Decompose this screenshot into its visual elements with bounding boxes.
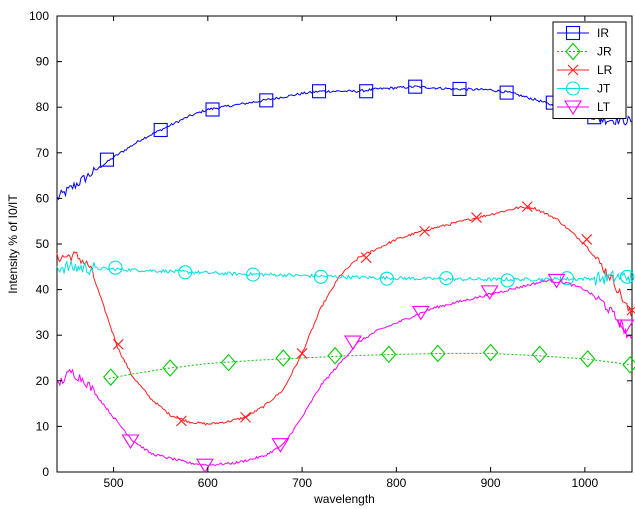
series-jt	[56, 259, 635, 288]
data-point-ir	[153, 122, 168, 138]
data-point-jt	[379, 271, 394, 286]
series-line-jt	[56, 259, 632, 286]
legend-item-jr: JR	[557, 42, 612, 61]
series-lr	[56, 201, 635, 427]
x-tick-label: 500	[104, 476, 124, 490]
data-point-lr	[581, 234, 593, 245]
data-point-lr	[176, 415, 187, 427]
y-tick-label: 80	[36, 100, 50, 114]
data-point-jr	[327, 346, 343, 365]
y-tick-label: 40	[36, 283, 50, 297]
data-point-jt	[439, 271, 454, 286]
data-point-ir	[499, 85, 514, 100]
data-point-lt	[547, 273, 566, 289]
data-point-jr	[220, 353, 237, 372]
data-point-lr	[360, 252, 372, 264]
data-point-lr	[521, 201, 533, 212]
legend-label: LR	[597, 63, 613, 77]
data-point-jt	[246, 267, 261, 282]
data-point-jr	[102, 368, 119, 386]
x-tick-label: 800	[386, 476, 406, 490]
data-point-jt	[313, 269, 328, 284]
data-point-jr	[381, 345, 397, 364]
series-line-ir	[56, 85, 632, 201]
data-point-lt	[411, 305, 430, 321]
legend-item-jt: JT	[557, 81, 611, 96]
x-tick-label: 1000	[572, 476, 599, 490]
data-point-lt	[196, 458, 214, 474]
data-point-jr	[579, 350, 596, 368]
series-line-jr	[108, 352, 633, 379]
data-point-lt	[343, 335, 362, 351]
legend-marker	[564, 100, 582, 116]
axes-layer: 500 600 700 800 900 1000 0 10 20 30 40 50 60 70 80 90 10…	[29, 9, 632, 490]
data-point-jr	[531, 345, 548, 364]
x-tick-label: 600	[198, 476, 218, 490]
data-point-ir	[205, 102, 220, 117]
data-point-lt	[480, 285, 499, 300]
legend-marker	[565, 25, 581, 41]
y-tick-label: 30	[36, 328, 50, 342]
legend-label: IR	[597, 26, 609, 40]
data-point-ir	[408, 79, 423, 94]
data-point-ir	[99, 152, 115, 167]
legend: IR JR LR JT LT	[552, 21, 627, 119]
data-point-jt	[620, 269, 635, 284]
data-point-ir	[359, 84, 374, 99]
legend-label: JR	[597, 45, 612, 59]
x-axis-label: wavelength	[313, 492, 375, 506]
y-tick-label: 90	[36, 55, 50, 69]
data-point-ir	[452, 81, 467, 97]
legend-marker	[565, 42, 581, 61]
data-point-ir	[259, 93, 274, 108]
y-tick-label: 70	[36, 146, 50, 160]
data-point-lt	[271, 438, 290, 453]
data-point-jt	[500, 273, 515, 288]
data-point-lr	[419, 225, 431, 237]
data-point-lr	[296, 348, 308, 359]
data-point-jt	[178, 265, 193, 280]
data-point-jr	[482, 343, 499, 362]
data-point-jt	[559, 271, 575, 286]
series-line-lr	[56, 205, 632, 426]
y-tick-label: 10	[36, 419, 50, 433]
series-line-lt	[56, 279, 632, 467]
plot-area	[56, 15, 633, 473]
data-point-jr	[162, 359, 178, 377]
y-tick-label: 100	[29, 9, 49, 23]
legend-item-lt: LT	[557, 100, 611, 116]
data-point-lt	[121, 434, 140, 450]
legend-item-lr: LR	[557, 63, 613, 77]
data-point-jr	[275, 349, 291, 367]
data-point-lt	[616, 319, 635, 335]
data-point-lr	[112, 338, 124, 350]
x-tick-label: 900	[481, 476, 501, 490]
y-tick-label: 20	[36, 374, 50, 388]
data-point-ir	[311, 84, 327, 99]
y-tick-label: 0	[42, 465, 49, 479]
series-layer	[56, 79, 635, 474]
x-tick-label: 700	[292, 476, 312, 490]
legend-item-ir: IR	[557, 25, 609, 41]
data-point-jr	[430, 344, 446, 363]
y-tick-label: 50	[36, 237, 50, 251]
legend-label: JT	[597, 82, 611, 96]
series-lt	[56, 273, 635, 474]
legend-marker	[567, 64, 579, 76]
data-point-lr	[471, 212, 482, 223]
data-point-lr	[240, 411, 251, 423]
y-tick-label: 60	[36, 191, 50, 205]
data-point-jt	[108, 260, 123, 275]
legend-marker	[565, 81, 581, 96]
data-point-lr	[626, 304, 635, 316]
legend-label: LT	[597, 100, 611, 114]
y-axis-label: Intensity % of I0/IT	[6, 194, 20, 294]
